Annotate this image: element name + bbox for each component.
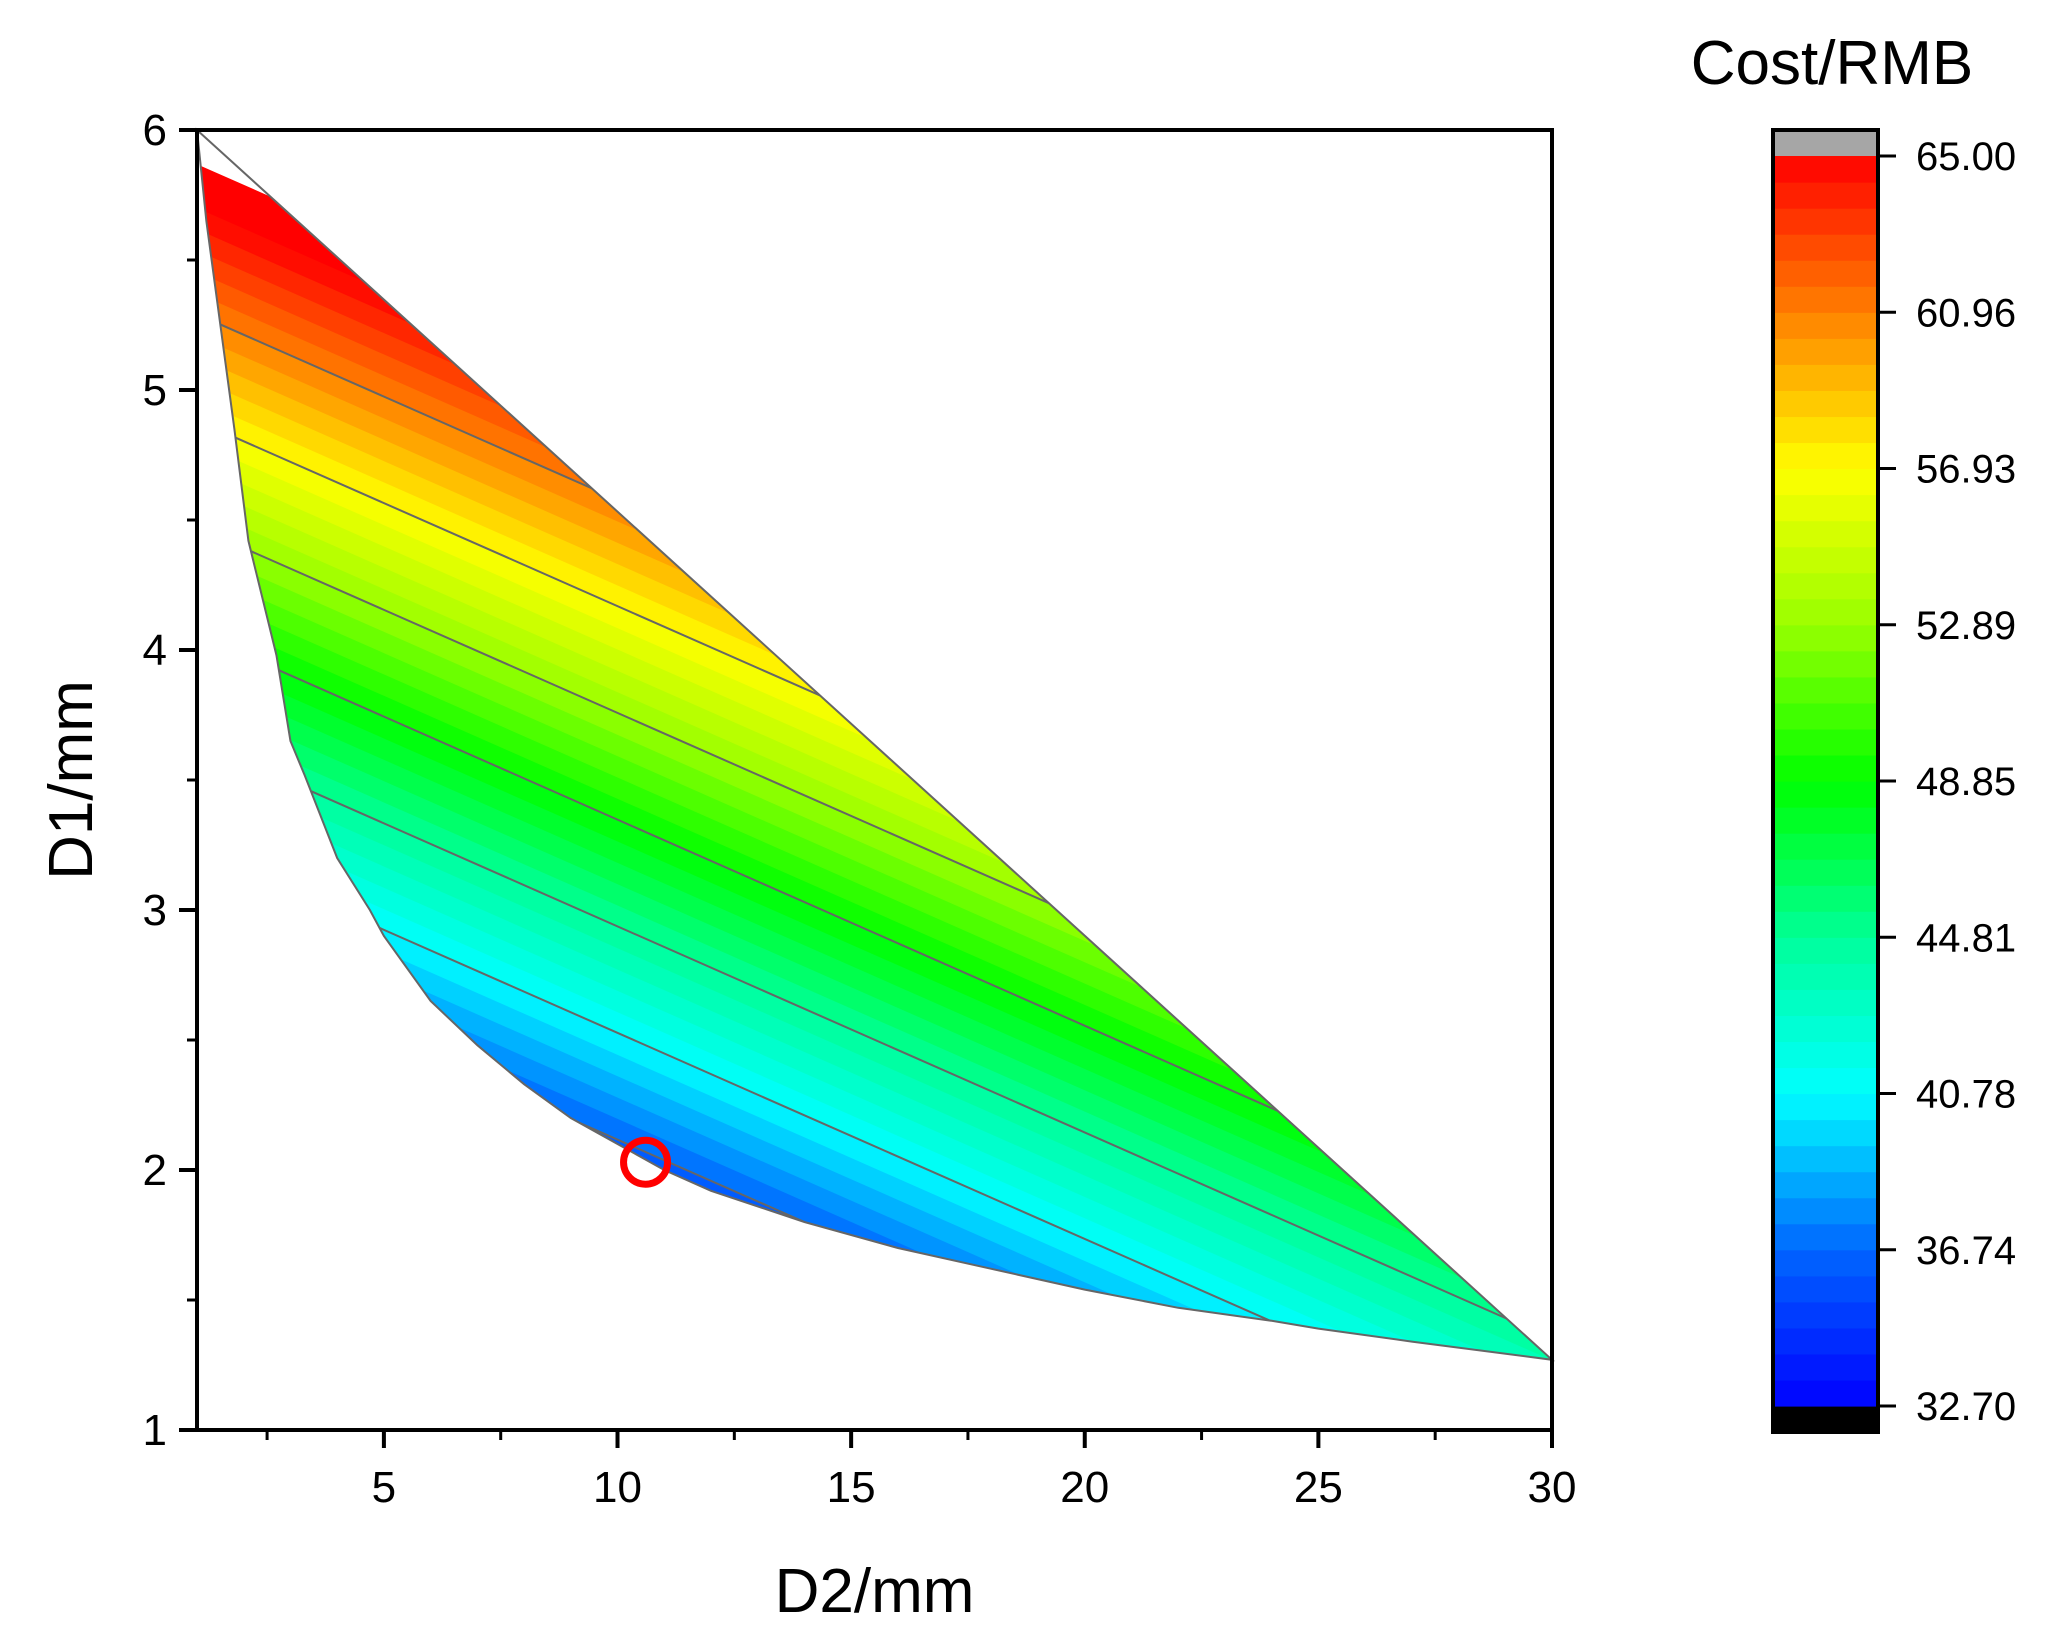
colorbar-tick-label: 40.78	[1916, 1073, 2016, 1117]
colorbar-segment	[1773, 702, 1878, 730]
colorbar-segment	[1773, 260, 1878, 287]
colorbar-segment	[1773, 624, 1878, 652]
colorbar-segment	[1773, 754, 1878, 782]
colorbar-over-swatch	[1773, 130, 1878, 156]
colorbar-segment	[1773, 468, 1878, 496]
colorbar-segment	[1773, 286, 1878, 313]
colorbar-segment	[1773, 572, 1878, 600]
colorbar-segment	[1773, 364, 1878, 391]
y-tick-label: 2	[143, 1146, 167, 1195]
y-tick-label: 3	[143, 886, 167, 935]
colorbar-segment	[1773, 442, 1878, 470]
x-tick-label: 25	[1294, 1463, 1343, 1512]
colorbar-segment	[1773, 807, 1878, 834]
colorbar-tick-label: 65.00	[1916, 135, 2016, 179]
colorbar-segment	[1773, 182, 1878, 209]
contour-band	[197, 612, 1552, 1275]
colorbar-segment	[1773, 1379, 1878, 1407]
colorbar-segment	[1773, 911, 1878, 938]
colorbar-segment	[1773, 1041, 1878, 1069]
colorbar-tick-label: 44.81	[1916, 916, 2016, 960]
feasible-region-outline	[195, 127, 1556, 1362]
y-tick-label: 5	[143, 366, 167, 415]
colorbar-segment	[1773, 1327, 1878, 1355]
colorbar-segment	[1773, 312, 1878, 339]
colorbar-segment	[1773, 1093, 1878, 1121]
x-tick-label: 15	[827, 1463, 876, 1512]
y-axis: 1 2 3 4 5 6	[143, 106, 197, 1455]
contour-band	[197, 783, 1552, 1360]
x-axis: 5 10 15 20 25 30	[265, 1430, 1577, 1512]
colorbar-segment	[1773, 1171, 1878, 1199]
colorbar-segment	[1773, 598, 1878, 626]
x-tick-label: 5	[372, 1463, 396, 1512]
colorbar-segment	[1773, 1223, 1878, 1251]
optimal-point-marker	[620, 1136, 672, 1188]
colorbar-segment	[1773, 989, 1878, 1016]
colorbar-segment	[1773, 156, 1878, 183]
colorbar-segment	[1773, 1119, 1878, 1147]
colorbar-segment	[1773, 1275, 1878, 1303]
contour-band	[197, 655, 1552, 1318]
colorbar-title: Cost/RMB	[1691, 29, 1973, 98]
x-tick-label: 20	[1060, 1463, 1109, 1512]
colorbar-under-swatch	[1773, 1406, 1878, 1432]
colorbar-segment	[1773, 1145, 1878, 1173]
colorbar-segment	[1773, 650, 1878, 678]
contour-line	[197, 719, 1552, 1360]
colorbar-tick-label: 48.85	[1916, 760, 2016, 804]
colorbar-segment	[1773, 1197, 1878, 1225]
colorbar-segment	[1773, 1301, 1878, 1329]
colorbar-segment	[1773, 937, 1878, 964]
colorbar-segment	[1773, 728, 1878, 756]
colorbar-segment	[1773, 1353, 1878, 1381]
y-axis-title: D1/mm	[37, 680, 106, 880]
colorbar-tick-label: 36.74	[1916, 1229, 2016, 1273]
colorbar-segment	[1773, 546, 1878, 574]
colorbar-segment	[1773, 520, 1878, 548]
colorbar-segment	[1773, 1249, 1878, 1277]
colorbar: 32.70 36.74 40.78 44.81 48.85 52.89 56.93 60.96…	[1771, 128, 2016, 1434]
x-tick-label: 10	[593, 1463, 642, 1512]
contour-band	[197, 676, 1552, 1339]
contour-fill	[197, 143, 1552, 1360]
colorbar-tick-label: 32.70	[1916, 1385, 2016, 1429]
colorbar-tick-label: 52.89	[1916, 604, 2016, 648]
colorbar-segment	[1773, 885, 1878, 912]
colorbar-tick-label: 60.96	[1916, 291, 2016, 335]
colorbar-segment	[1773, 833, 1878, 860]
colorbar-segment	[1773, 494, 1878, 522]
colorbar-segment	[1773, 859, 1878, 886]
contour-band	[197, 719, 1552, 1360]
contour-band	[197, 762, 1552, 1360]
y-tick-label: 1	[143, 1406, 167, 1455]
colorbar-segment	[1773, 1067, 1878, 1095]
x-tick-label: 30	[1528, 1463, 1577, 1512]
colorbar-segment	[1773, 963, 1878, 990]
colorbar-segment	[1773, 676, 1878, 704]
colorbar-segment	[1773, 781, 1878, 808]
colorbar-segment	[1773, 416, 1878, 444]
colorbar-segment	[1773, 234, 1878, 261]
colorbar-segment	[1773, 208, 1878, 235]
y-tick-label: 4	[143, 626, 167, 675]
y-tick-label: 6	[143, 106, 167, 155]
colorbar-segment	[1773, 1015, 1878, 1043]
contour-band	[197, 740, 1552, 1360]
colorbar-segment	[1773, 390, 1878, 418]
contour-band	[197, 634, 1552, 1296]
colorbar-tick-label: 56.93	[1916, 448, 2016, 492]
x-axis-title: D2/mm	[775, 1557, 975, 1626]
colorbar-segment	[1773, 338, 1878, 365]
